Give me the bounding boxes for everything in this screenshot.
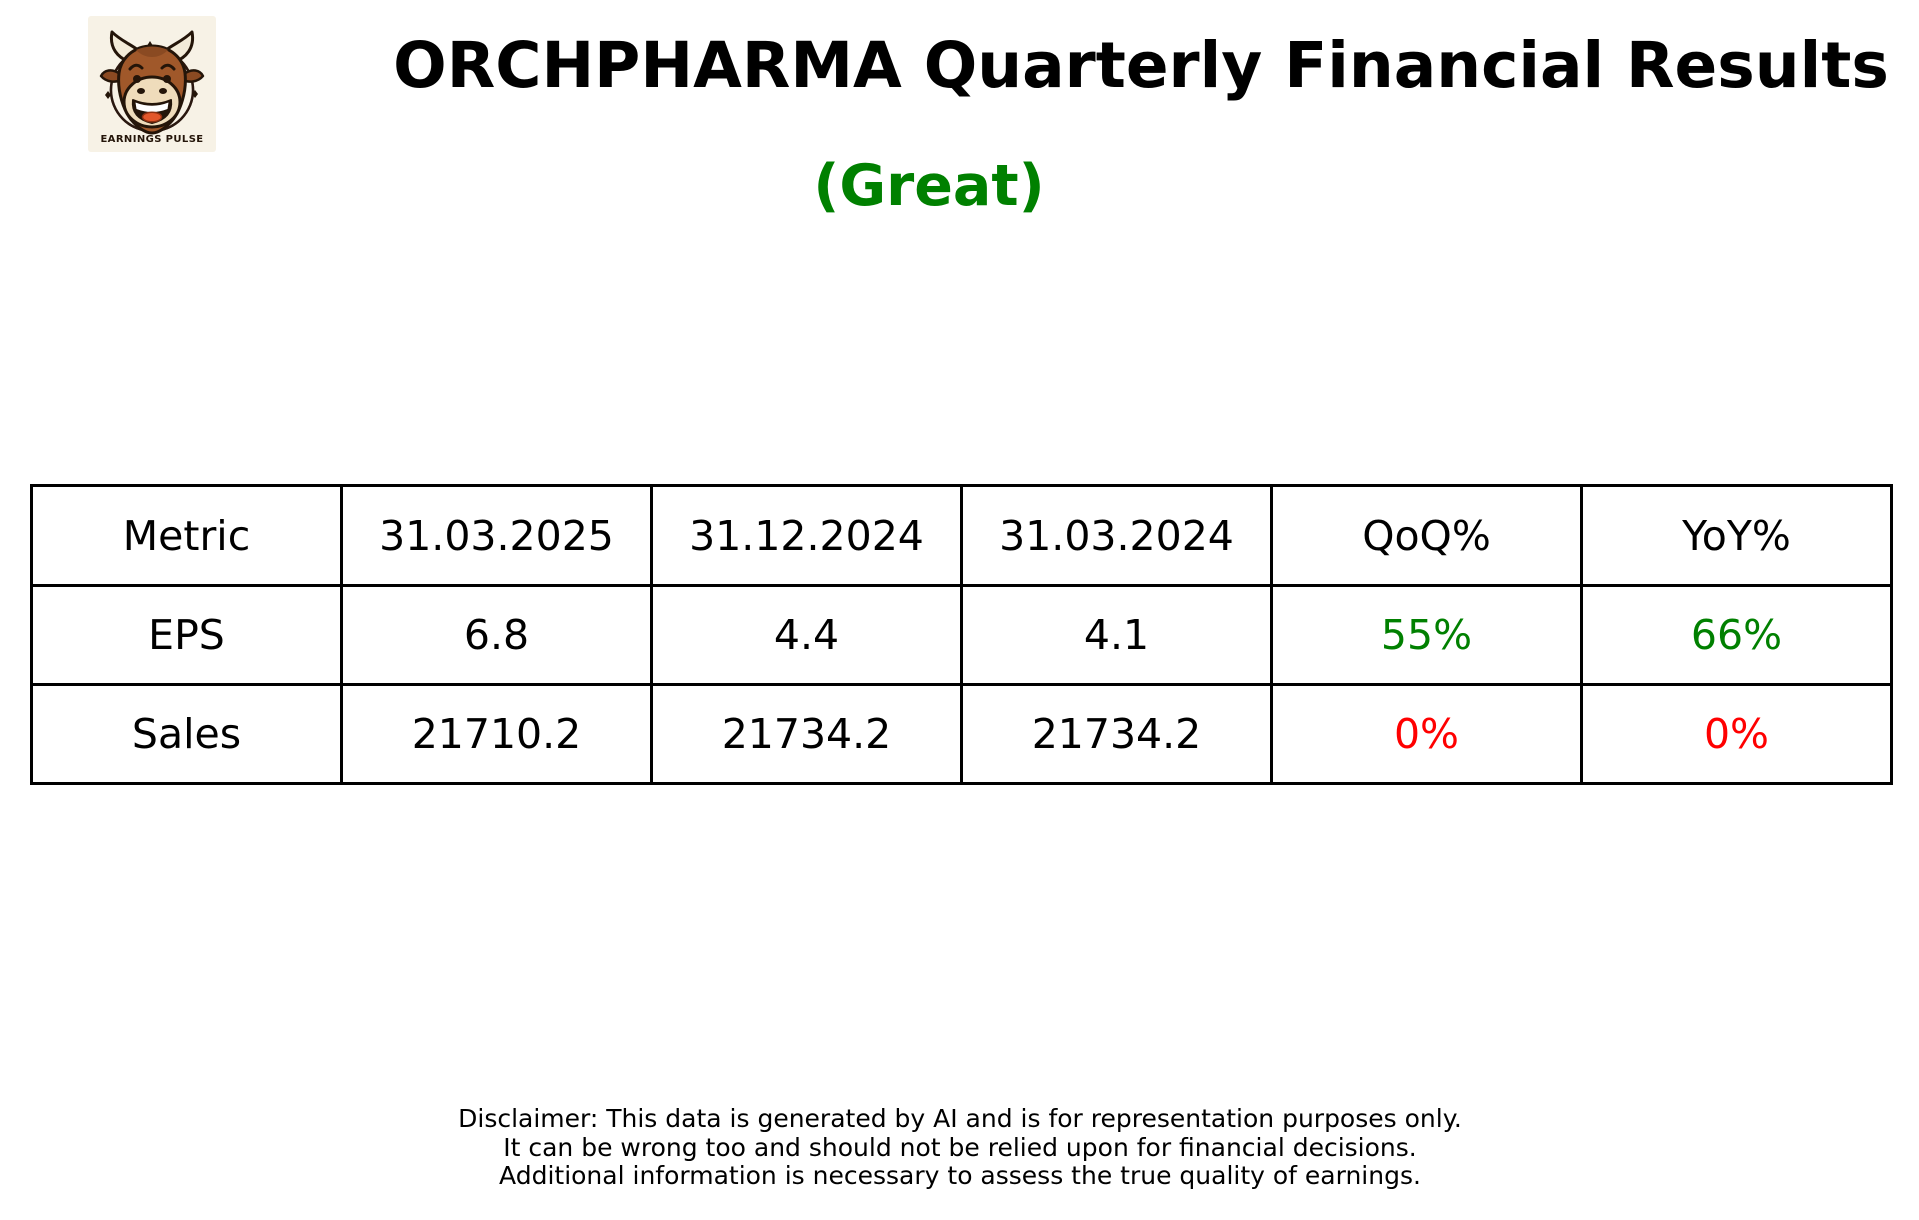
column-header-metric: Metric [30,484,343,587]
eps-value-current: 6.8 [340,584,653,686]
eps-value-previous: 4.4 [650,584,963,686]
sales-yoy-percent: 0% [1580,683,1893,785]
eps-yoy-percent: 66% [1580,584,1893,686]
column-header-q-previous: 31.12.2024 [650,484,963,587]
column-header-q-current: 31.03.2025 [340,484,653,587]
results-table: Metric 31.03.2025 31.12.2024 31.03.2024 … [30,484,1893,785]
column-header-yoy: YoY% [1580,484,1893,587]
bull-logo-icon: EARNINGS PULSE [88,16,216,152]
disclaimer-text: Disclaimer: This data is generated by AI… [458,1104,1462,1191]
bull-eyebrow-right [160,63,176,71]
logo-brand-text: EARNINGS PULSE [100,134,203,145]
sparkle-icon [192,90,198,98]
table-header-row: Metric 31.03.2025 31.12.2024 31.03.2024 … [30,484,1893,587]
eps-value-yearago: 4.1 [960,584,1273,686]
bull-teeth [135,102,169,112]
bull-tongue [141,111,163,123]
bull-nostril-right [159,88,167,94]
column-header-qoq: QoQ% [1270,484,1583,587]
eps-metric-label: EPS [30,584,343,686]
table-row-sales: Sales 21710.2 21734.2 21734.2 0% 0% [30,683,1893,785]
results-table-container: Metric 31.03.2025 31.12.2024 31.03.2024 … [30,484,1893,785]
disclaimer-line-1: Disclaimer: This data is generated by AI… [458,1104,1462,1133]
earnings-pulse-logo: EARNINGS PULSE [88,16,216,152]
sales-value-current: 21710.2 [340,683,653,785]
table-row-eps: EPS 6.8 4.4 4.1 55% 66% [30,584,1893,686]
disclaimer-line-2: It can be wrong too and should not be re… [503,1132,1417,1162]
bull-nostril-left [137,88,145,94]
bull-eye-left [133,75,141,83]
sales-value-yearago: 21734.2 [960,683,1273,785]
verdict-label: (Great) [813,153,1045,219]
eps-qoq-percent: 55% [1270,584,1583,686]
page-title: ORCHPHARMA Quarterly Financial Results [393,29,1889,102]
sales-qoq-percent: 0% [1270,683,1583,785]
column-header-q-yearago: 31.03.2024 [960,484,1273,587]
sparkle-icon [105,91,111,99]
bull-forelock [136,46,168,57]
bull-eye-right [163,75,171,83]
sales-metric-label: Sales [30,683,343,785]
sales-value-previous: 21734.2 [650,683,963,785]
bull-eyebrow-left [128,63,144,71]
disclaimer-line-3: Additional information is necessary to a… [499,1161,1421,1190]
